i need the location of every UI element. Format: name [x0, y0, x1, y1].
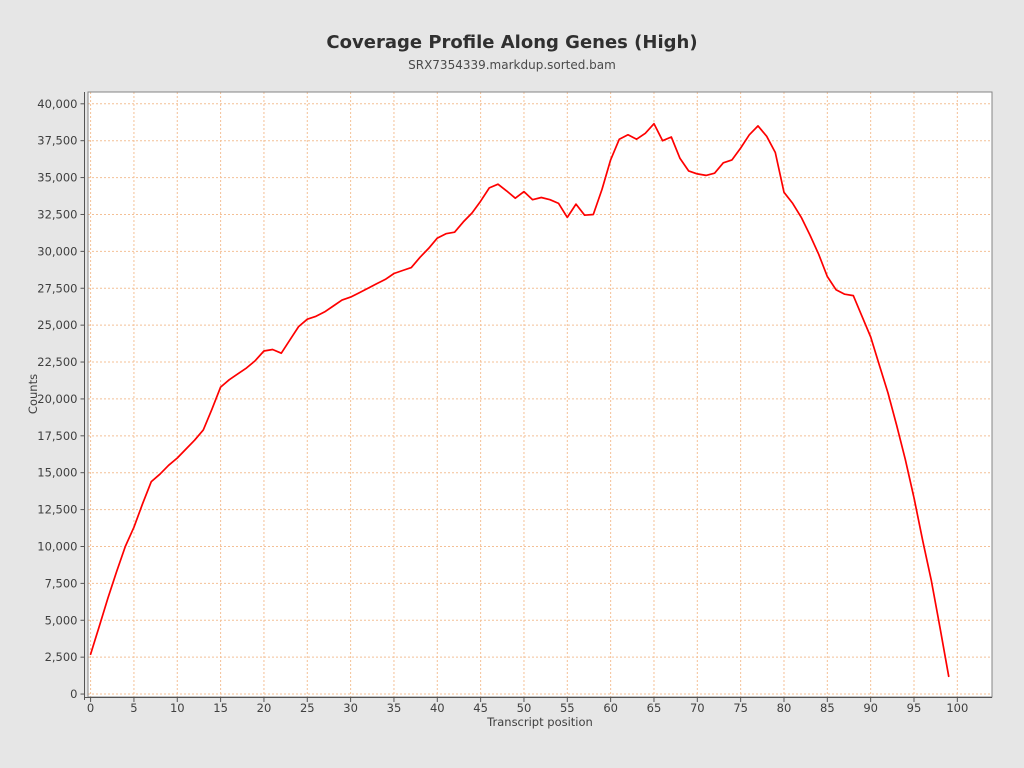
y-tick-label: 5,000: [45, 613, 78, 627]
coverage-series-path: [89, 122, 950, 678]
plot-background: [88, 92, 992, 697]
y-tick-label: 25,000: [37, 318, 77, 332]
y-tick-label: 15,000: [37, 466, 77, 480]
y-tick-label: 20,000: [37, 392, 77, 406]
x-tick-label: 80: [777, 701, 792, 715]
y-tick-label: 7,500: [45, 576, 78, 590]
x-tick-label: 10: [170, 701, 185, 715]
y-tick-label: 27,500: [37, 281, 77, 295]
coverage-line: [89, 122, 950, 678]
x-tick-label: 90: [863, 701, 878, 715]
x-tick-label: 95: [907, 701, 922, 715]
tick-labels: 0 2,500 5,000 7,500 10,000 12,500 15,000 17,500…: [37, 97, 968, 715]
x-tick-label: 15: [213, 701, 228, 715]
x-tick-label: 55: [560, 701, 575, 715]
y-tick-label: 2,500: [45, 650, 78, 664]
chart-subtitle: SRX7354339.markdup.sorted.bam: [408, 58, 616, 72]
gridlines: [88, 92, 992, 697]
y-tick-label: 17,500: [37, 429, 77, 443]
x-tick-label: 20: [257, 701, 272, 715]
x-tick-label: 40: [430, 701, 445, 715]
x-tick-label: 75: [733, 701, 748, 715]
x-tick-label: 65: [647, 701, 662, 715]
y-tick-label: 12,500: [37, 503, 77, 517]
x-tick-label: 45: [473, 701, 488, 715]
x-tick-label: 85: [820, 701, 835, 715]
x-tick-label: 100: [946, 701, 968, 715]
x-tick-label: 0: [87, 701, 94, 715]
x-tick-label: 25: [300, 701, 315, 715]
y-tick-label: 35,000: [37, 171, 77, 185]
axes: [80, 92, 992, 702]
x-tick-label: 50: [517, 701, 532, 715]
y-tick-label: 30,000: [37, 244, 77, 258]
x-tick-label: 5: [130, 701, 137, 715]
y-axis-title: Counts: [26, 374, 40, 414]
plot-area: [88, 92, 992, 697]
y-tick-label: 10,000: [37, 539, 77, 553]
x-axis-title: Transcript position: [486, 715, 593, 729]
y-tick-label: 0: [70, 687, 77, 701]
y-tick-label: 40,000: [37, 97, 77, 111]
y-tick-label: 22,500: [37, 355, 77, 369]
chart-title: Coverage Profile Along Genes (High): [326, 32, 697, 53]
x-tick-label: 70: [690, 701, 705, 715]
x-tick-label: 35: [387, 701, 402, 715]
x-tick-label: 60: [603, 701, 618, 715]
y-tick-label: 37,500: [37, 134, 77, 148]
x-tick-label: 30: [343, 701, 358, 715]
y-tick-label: 32,500: [37, 207, 77, 221]
